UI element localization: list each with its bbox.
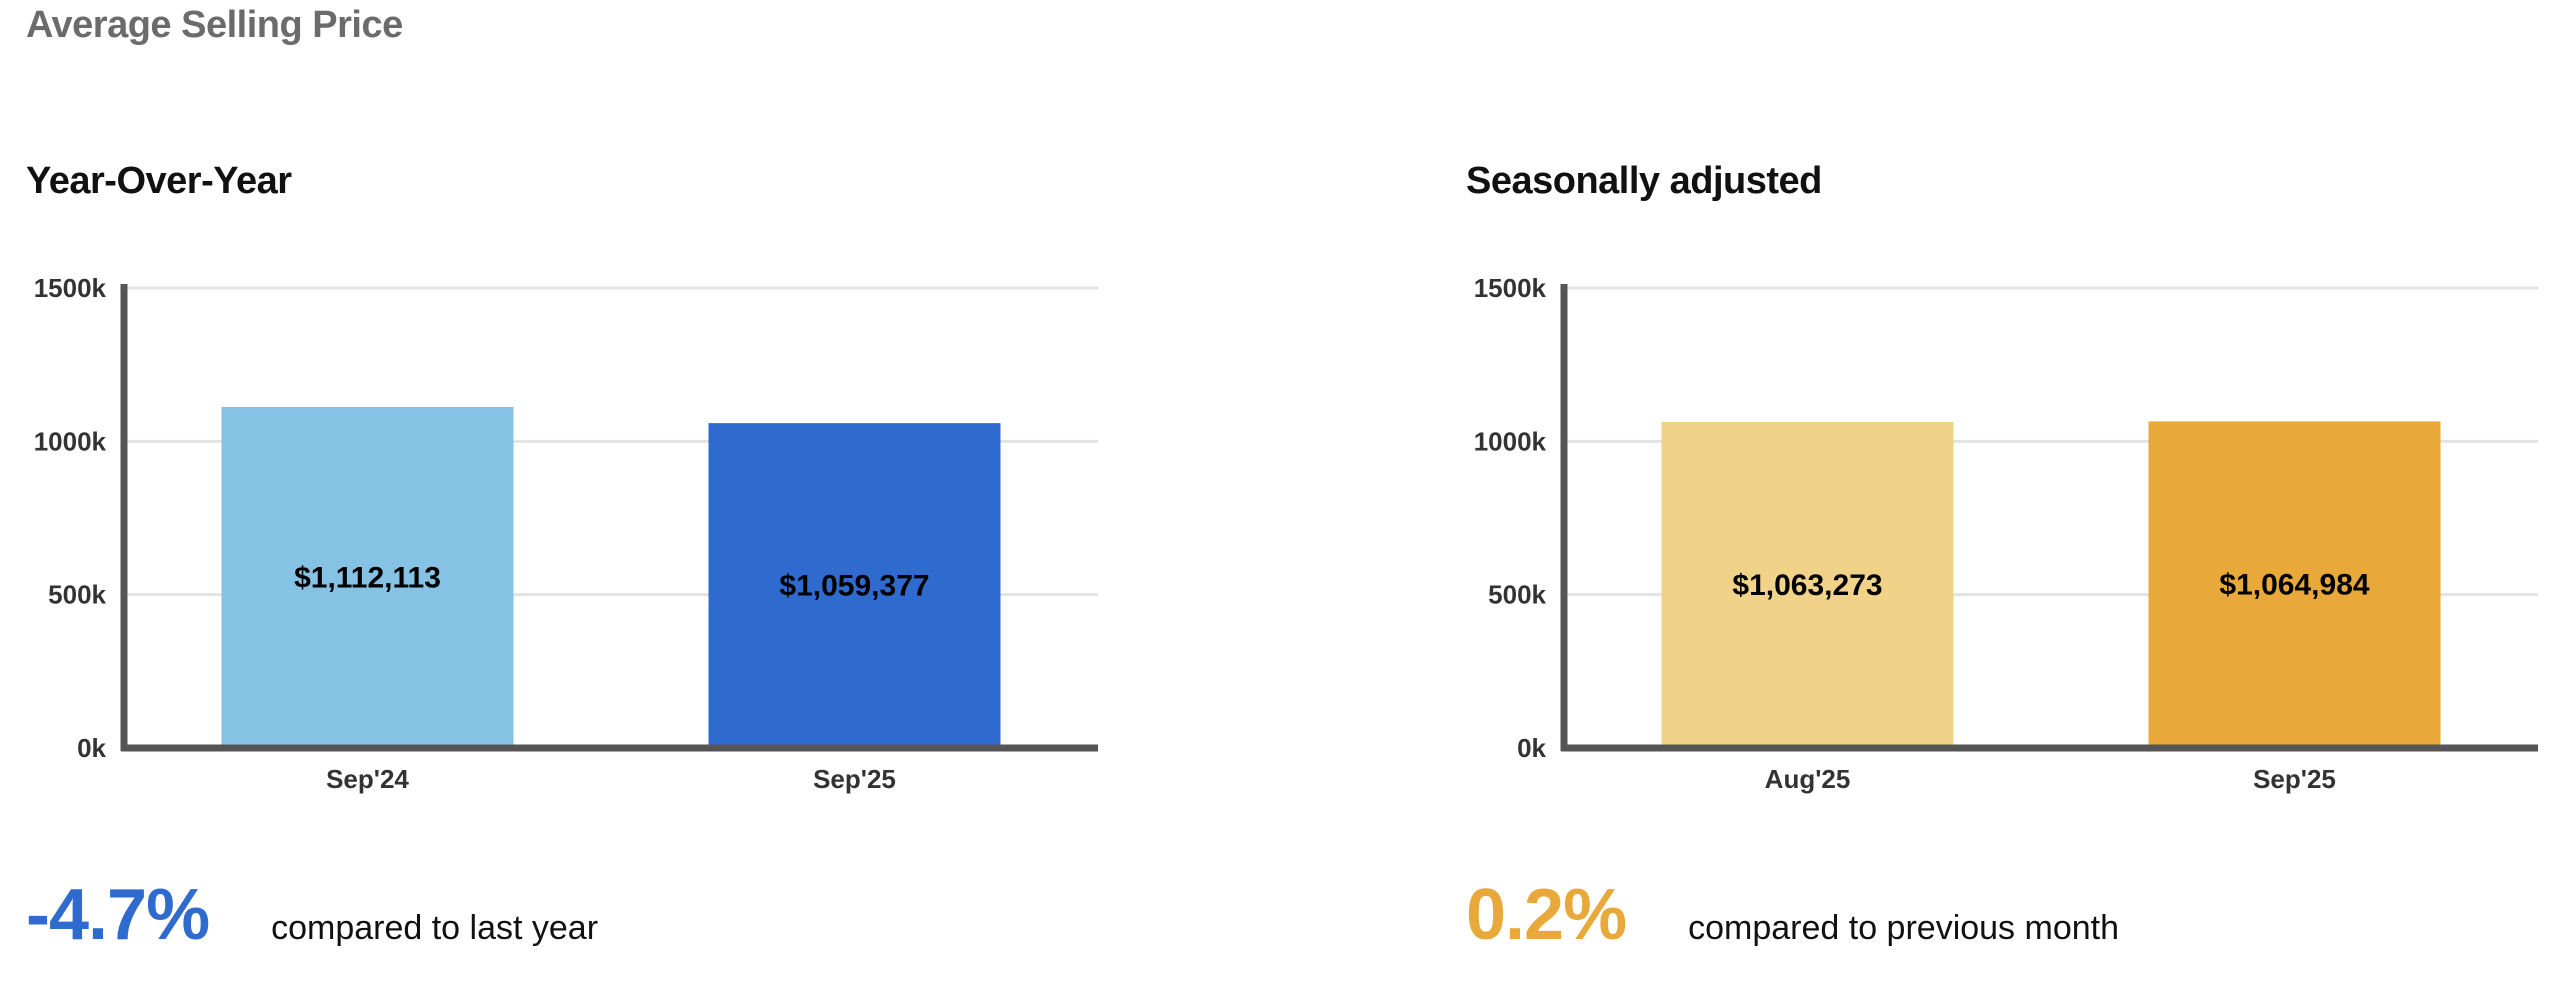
seasonal-bar-chart: 0k 500k 1000k 1500k $1,063,273 Aug'25 $1,064,9… [1474, 273, 2538, 794]
seasonal-comparison-text: compared to previous month [1688, 909, 2120, 947]
page-title: Average Selling Price [26, 4, 403, 46]
bar [221, 406, 514, 748]
bar [1661, 421, 1954, 748]
seasonal-summary: 0.2% compared to previous month [1466, 874, 2119, 956]
bar-data-label: $1,059,377 [779, 570, 929, 603]
yoy-summary: -4.7% compared to last year [26, 874, 598, 956]
y-tick-label: 1000k [1474, 426, 1547, 456]
y-tick-label: 1500k [1474, 273, 1547, 303]
y-tick-label: 500k [1488, 580, 1546, 610]
bar-data-label: $1,063,273 [1732, 569, 1882, 602]
x-category-label: Sep'25 [2253, 764, 2336, 794]
yoy-bar-chart: 0k 500k 1000k 1500k $1,112,113 Sep'24 $1,059,3… [34, 273, 1098, 794]
panel-title-yoy: Year-Over-Year [26, 160, 292, 202]
bar-data-label: $1,064,984 [2219, 569, 2369, 602]
x-category-label: Sep'25 [813, 764, 896, 794]
y-tick-label: 500k [48, 580, 106, 610]
yoy-comparison-text: compared to last year [271, 909, 599, 947]
bar-data-label: $1,112,113 [294, 561, 441, 594]
y-tick-label: 1500k [34, 273, 107, 303]
x-category-label: Aug'25 [1765, 764, 1851, 794]
x-category-label: Sep'24 [326, 764, 409, 794]
y-tick-label: 0k [1517, 733, 1546, 763]
y-tick-label: 0k [77, 733, 106, 763]
seasonal-change-percent: 0.2% [1466, 875, 1627, 955]
yoy-change-percent: -4.7% [26, 875, 210, 955]
bar [2148, 421, 2441, 748]
panel-title-seasonal: Seasonally adjusted [1466, 160, 1822, 202]
y-tick-label: 1000k [34, 426, 107, 456]
bar [708, 423, 1001, 748]
